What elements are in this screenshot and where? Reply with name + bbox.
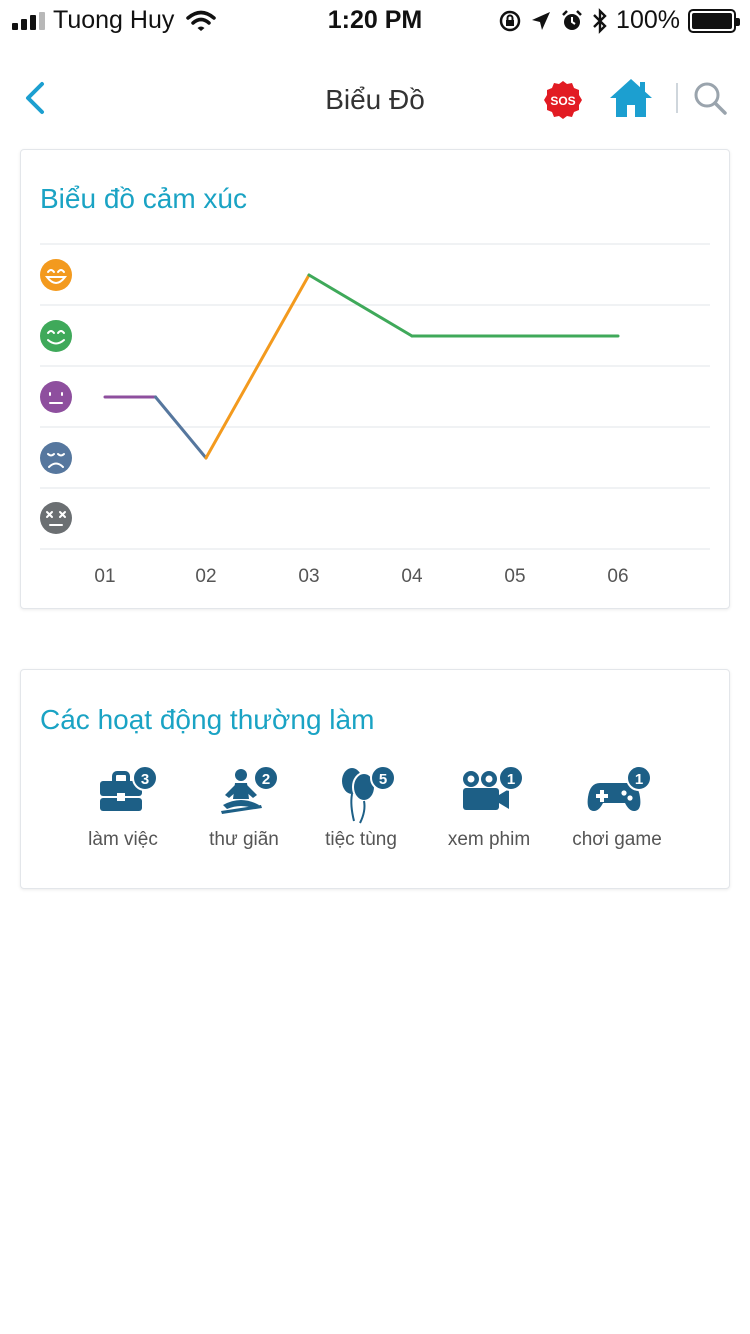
sos-icon: SOS (544, 81, 582, 119)
x-tick-label: 01 (94, 566, 115, 587)
x-tick-label: 05 (504, 566, 525, 587)
x-tick-label: 04 (401, 566, 423, 587)
activity-relax[interactable]: 2 thư giãn (179, 765, 309, 851)
activity-work[interactable]: 3 làm việc (58, 765, 188, 851)
clock: 1:20 PM (327, 6, 423, 34)
activity-count-badge: 5 (370, 765, 396, 791)
search-button[interactable] (692, 80, 728, 116)
sos-label: SOS (550, 94, 575, 108)
alarm-icon (562, 9, 582, 30)
search-icon (694, 82, 727, 115)
activity-count-badge: 3 (132, 765, 158, 791)
nav-divider (676, 83, 678, 113)
nav-bar: Biểu Đồ SOS (0, 60, 750, 140)
emotion-chart: 01 02 03 04 05 06 (40, 243, 710, 587)
x-tick-label: 06 (607, 566, 628, 587)
series-line-segment (204, 273, 311, 460)
neutral-face-icon (40, 381, 72, 413)
activity-gaming[interactable]: 1 chơi game (552, 765, 682, 851)
activity-count-badge: 2 (253, 765, 279, 791)
sos-button[interactable]: SOS (543, 80, 583, 120)
activity-label: chơi game (572, 829, 662, 850)
x-tick-label: 02 (195, 566, 216, 587)
location-icon (532, 11, 551, 30)
activity-count-badge: 1 (626, 765, 652, 791)
activity-label: thư giãn (209, 829, 279, 850)
home-button[interactable] (608, 76, 654, 120)
smile-face-icon (40, 320, 72, 352)
status-bar: Tuong Huy 1:20 PM 100% (0, 0, 750, 40)
grin-face-icon (40, 259, 72, 291)
activities-card: Các hoạt động thường làm 3 làm việc 2 (20, 669, 730, 889)
emotion-chart-title: Biểu đồ cảm xúc (40, 183, 247, 214)
battery-percent: 100% (616, 6, 680, 34)
carrier-name: Tuong Huy (53, 6, 175, 34)
activity-party[interactable]: 5 tiệc tùng (296, 765, 426, 851)
signal-icon (12, 12, 45, 30)
status-right: 100% (498, 6, 740, 35)
home-icon (610, 79, 652, 117)
rotation-lock-icon (499, 10, 521, 31)
briefcase-icon (100, 771, 142, 811)
activity-label: tiệc tùng (325, 829, 397, 850)
movie-camera-icon (463, 771, 509, 810)
battery-icon (688, 8, 740, 33)
back-button[interactable] (12, 76, 56, 120)
series-line-segment (307, 273, 414, 338)
bluetooth-icon (593, 7, 607, 34)
activities-title: Các hoạt động thường làm (40, 704, 375, 735)
meditation-icon (221, 769, 262, 814)
activity-count-badge: 1 (498, 765, 524, 791)
chevron-left-icon (26, 82, 44, 114)
x-tick-label: 03 (298, 566, 319, 587)
activity-movies[interactable]: 1 xem phim (424, 765, 554, 851)
emotion-chart-card: Biểu đồ cảm xúc 01 02 03 04 05 06 (20, 149, 730, 609)
series-line-segment (154, 395, 208, 460)
activity-label: xem phim (447, 829, 531, 850)
wifi-icon (186, 10, 216, 31)
balloons-icon (342, 768, 376, 824)
dizzy-face-icon (40, 502, 72, 534)
sad-face-icon (40, 442, 72, 474)
gamepad-icon (587, 783, 641, 811)
activity-label: làm việc (88, 829, 158, 850)
page-title: Biểu Đồ (325, 84, 425, 115)
